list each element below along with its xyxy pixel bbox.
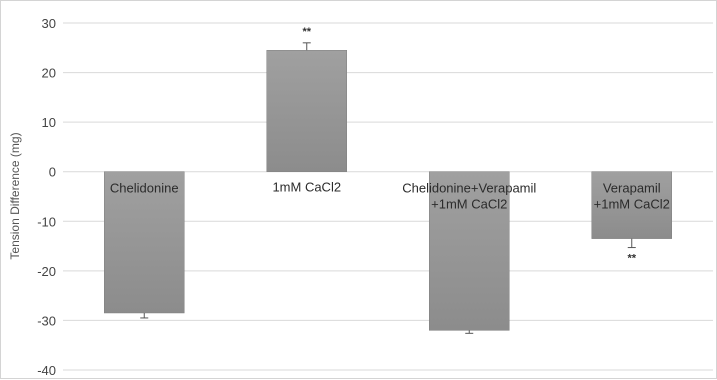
y-tick-label: 30 [42, 16, 56, 31]
bar [591, 171, 672, 239]
error-bars [140, 42, 636, 334]
error-bar [302, 42, 311, 51]
category-label: Verapamil [603, 181, 661, 196]
bar [429, 171, 510, 331]
error-bar [140, 312, 149, 319]
y-tick-label: -40 [37, 363, 56, 378]
category-label: +1mM CaCl2 [431, 197, 507, 212]
error-bar [627, 238, 636, 249]
category-label: 1mM CaCl2 [272, 180, 341, 195]
y-tick-label: -20 [37, 264, 56, 279]
y-axis-ticks: 30 20 10 0 -10 -20 -30 -40 [37, 16, 56, 378]
category-label: Chelidonine [110, 181, 179, 196]
bar [104, 171, 185, 314]
y-tick-label: 20 [42, 66, 56, 81]
y-tick-label: -30 [37, 313, 56, 328]
category-label: Chelidonine+Verapamil [402, 181, 536, 196]
category-labels: Chelidonine 1mM CaCl2 Chelidonine+Verapami… [110, 180, 670, 212]
y-tick-label: -10 [37, 214, 56, 229]
bars [104, 50, 672, 331]
y-tick-label: 10 [42, 115, 56, 130]
significance-marker: ** [302, 26, 311, 38]
significance-markers: ** ** [302, 26, 636, 265]
y-axis-label: Tension Difference (mg) [8, 132, 22, 259]
significance-marker: ** [627, 253, 636, 265]
bar [266, 50, 347, 172]
error-bar [465, 330, 474, 334]
y-tick-label: 0 [49, 165, 56, 180]
category-label: +1mM CaCl2 [594, 197, 670, 212]
